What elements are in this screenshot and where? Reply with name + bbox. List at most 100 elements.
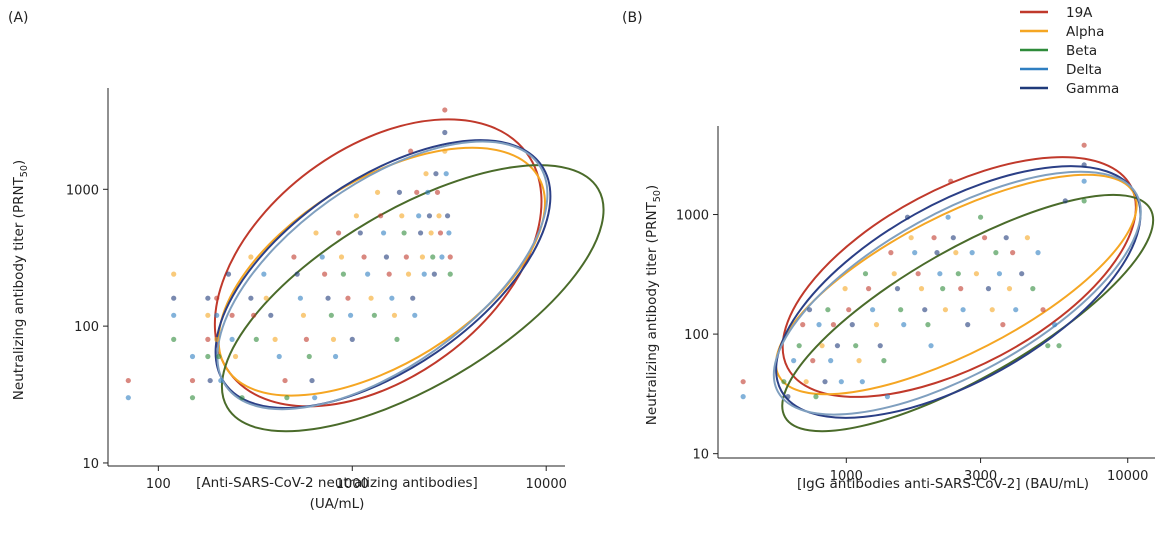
y-axis-title-a: Neutralizing antibody titer (PRNT50) <box>11 160 30 400</box>
data-point-gamma <box>444 213 451 219</box>
data-point-delta <box>1081 178 1087 184</box>
x-ticks-b: 1000 3000 10000 <box>830 458 1148 484</box>
data-point-alpha <box>1024 235 1030 241</box>
data-point-alpha <box>338 254 345 260</box>
data-point-alpha <box>973 271 980 277</box>
data-point-gamma <box>349 336 355 342</box>
data-point-beta <box>1030 286 1036 292</box>
data-point-beta <box>853 343 859 349</box>
data-point-beta <box>253 336 259 342</box>
data-point-19a <box>408 148 414 154</box>
data-point-alpha <box>232 353 239 360</box>
data-point-19a <box>414 189 420 195</box>
data-point-delta <box>937 271 943 277</box>
data-point-gamma <box>248 295 254 301</box>
data-point-19a <box>322 271 328 277</box>
data-point-delta <box>945 214 951 220</box>
data-point-gamma <box>877 343 883 349</box>
ellipse-delta <box>772 170 1142 416</box>
y-tick-label-b: 1000 <box>676 209 709 224</box>
data-point-beta <box>898 307 904 313</box>
data-point-gamma <box>442 129 448 136</box>
data-point-delta <box>884 394 891 400</box>
data-point-alpha <box>353 213 359 219</box>
data-point-gamma <box>294 271 300 277</box>
data-point-delta <box>791 358 797 364</box>
data-point-beta <box>371 312 377 318</box>
legend: 19A Alpha Beta Delta Gamma <box>1020 5 1119 97</box>
panel-label-a: (A) <box>8 10 29 26</box>
data-point-delta <box>312 395 318 401</box>
data-point-delta <box>969 250 975 256</box>
data-point-gamma <box>383 254 390 260</box>
data-point-beta <box>328 312 334 318</box>
data-point-gamma <box>965 322 971 328</box>
data-point-19a <box>303 336 310 342</box>
data-point-beta <box>171 336 177 342</box>
x-tick-label-a: 10000 <box>526 477 567 492</box>
data-point-alpha <box>891 271 897 277</box>
data-point-delta <box>901 322 907 328</box>
data-point-19a <box>865 286 872 292</box>
data-point-alpha <box>214 336 220 342</box>
data-point-beta <box>394 336 400 342</box>
data-point-gamma <box>985 286 992 292</box>
data-point-alpha <box>419 254 426 260</box>
data-point-19a <box>958 286 964 292</box>
data-point-alpha <box>313 230 319 236</box>
data-point-delta <box>838 379 844 385</box>
data-point-delta <box>446 230 452 236</box>
data-point-delta <box>171 312 177 318</box>
data-point-delta <box>389 295 395 301</box>
data-point-delta <box>816 322 822 328</box>
data-point-delta <box>1052 322 1058 328</box>
data-point-delta <box>425 189 431 195</box>
data-point-19a <box>335 230 342 236</box>
ellipse-delta <box>216 140 549 411</box>
data-point-delta <box>365 271 371 277</box>
data-point-alpha <box>842 286 848 292</box>
data-point-beta <box>955 271 961 277</box>
data-point-beta <box>796 343 802 349</box>
data-point-delta <box>928 343 934 349</box>
y-tick-label-a: 1000 <box>66 183 99 198</box>
data-point-delta <box>332 353 339 360</box>
data-point-delta <box>740 394 746 400</box>
data-point-gamma <box>410 295 416 301</box>
data-point-alpha <box>953 250 959 256</box>
ellipse-alpha <box>774 173 1138 396</box>
data-point-beta <box>781 379 787 385</box>
data-point-alpha <box>399 213 405 219</box>
data-point-alpha <box>803 379 809 385</box>
x-tick-label-a: 1000 <box>336 477 369 492</box>
data-point-alpha <box>423 171 429 177</box>
data-point-19a <box>948 178 954 184</box>
data-point-gamma <box>171 295 177 301</box>
data-point-alpha <box>942 307 949 313</box>
data-point-gamma <box>785 394 791 400</box>
data-point-gamma <box>822 379 828 385</box>
y-ticks-a: 10 100 1000 <box>66 183 108 472</box>
data-point-gamma <box>1081 162 1087 168</box>
x-axis-title-b: [IgG antibodies anti-SARS-CoV-2] (BAU/mL… <box>797 476 1089 492</box>
y-tick-label-b: 100 <box>684 328 709 343</box>
data-point-alpha <box>989 307 995 313</box>
data-point-19a <box>810 358 816 364</box>
data-point-alpha <box>873 322 880 328</box>
ellipse-gamma <box>214 139 552 409</box>
data-point-gamma <box>1003 235 1009 241</box>
data-point-alpha <box>391 312 398 318</box>
data-point-beta <box>881 358 887 364</box>
data-point-gamma <box>207 377 213 384</box>
y-axis-title-a-close: ) <box>11 160 27 165</box>
data-point-19a <box>830 322 837 328</box>
data-point-alpha <box>248 254 254 260</box>
x-tick-label-b: 1000 <box>830 469 863 484</box>
data-point-19a <box>386 271 392 277</box>
data-point-gamma <box>950 235 956 241</box>
data-point-alpha <box>205 312 211 318</box>
data-point-beta <box>813 394 819 400</box>
data-point-beta <box>447 271 453 277</box>
data-point-delta <box>828 358 834 364</box>
